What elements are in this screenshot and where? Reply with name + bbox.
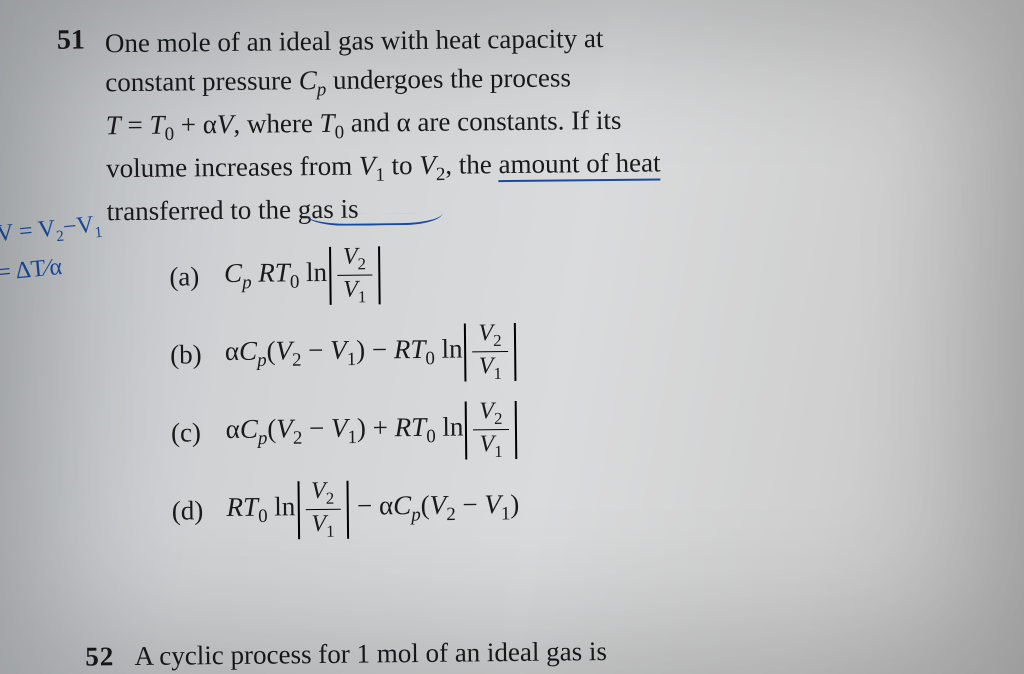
abs-bar-icon [297,481,300,539]
option-c-math: αCp(V2 − V1) + RT0 ln V2 V1 [225,401,518,462]
option-a-label: (a) [169,261,217,293]
abs-bar-icon [464,323,467,381]
fraction: V2 V1 [473,399,509,462]
option-c-label: (c) [171,417,219,449]
abs-bar-icon [329,247,332,305]
abs-bar-icon [513,323,516,381]
fraction: V2 V1 [305,478,341,541]
option-b: (b) αCp(V2 − V1) − RT0 ln V2 V1 [170,318,985,385]
option-b-label: (b) [170,339,218,371]
next-question-teaser: 52 A cyclic process for 1 mol of an idea… [85,633,885,672]
page: 51 One mole of an ideal gas with heat ca… [0,0,1024,674]
abs-bar-icon [346,480,349,538]
option-d-label: (d) [172,495,220,527]
option-d-math: RT0 ln V2 V1 − αCp(V2 − V1) [226,479,519,540]
handwritten-note-1: ΔV = V2−V1 [0,211,103,253]
option-d: (d) RT0 ln V2 V1 − αCp(V2 − V1) [172,474,987,541]
option-c: (c) αCp(V2 − V1) + RT0 ln V2 V1 [171,396,986,463]
abs-bar-icon [378,246,381,304]
options-list: (a) Cp RT0 ln V2 V1 (b) αCp(V2 − V1) − R… [169,240,986,541]
handwritten-note-2: = ΔT⁄α [0,254,63,287]
fraction: V2 V1 [472,321,508,384]
abs-bar-icon [465,401,468,459]
continuation-swoosh [365,192,433,223]
option-b-math: αCp(V2 − V1) − RT0 ln V2 V1 [225,323,518,384]
underlined-phrase: amount of heat [498,147,660,182]
question-number: 51 [57,24,101,56]
next-question-text: A cyclic process for 1 mol of an ideal g… [134,636,607,671]
q-line-5: transferred to the gas is [106,184,886,231]
next-question-number: 52 [85,641,129,672]
fraction: V2 V1 [337,244,373,307]
question-text: One mole of an ideal gas with heat capac… [105,16,887,231]
option-a-math: Cp RT0 ln V2 V1 [224,246,383,306]
option-a: (a) Cp RT0 ln V2 V1 [169,240,984,307]
question-block: 51 One mole of an ideal gas with heat ca… [57,15,983,231]
abs-bar-icon [514,401,517,459]
